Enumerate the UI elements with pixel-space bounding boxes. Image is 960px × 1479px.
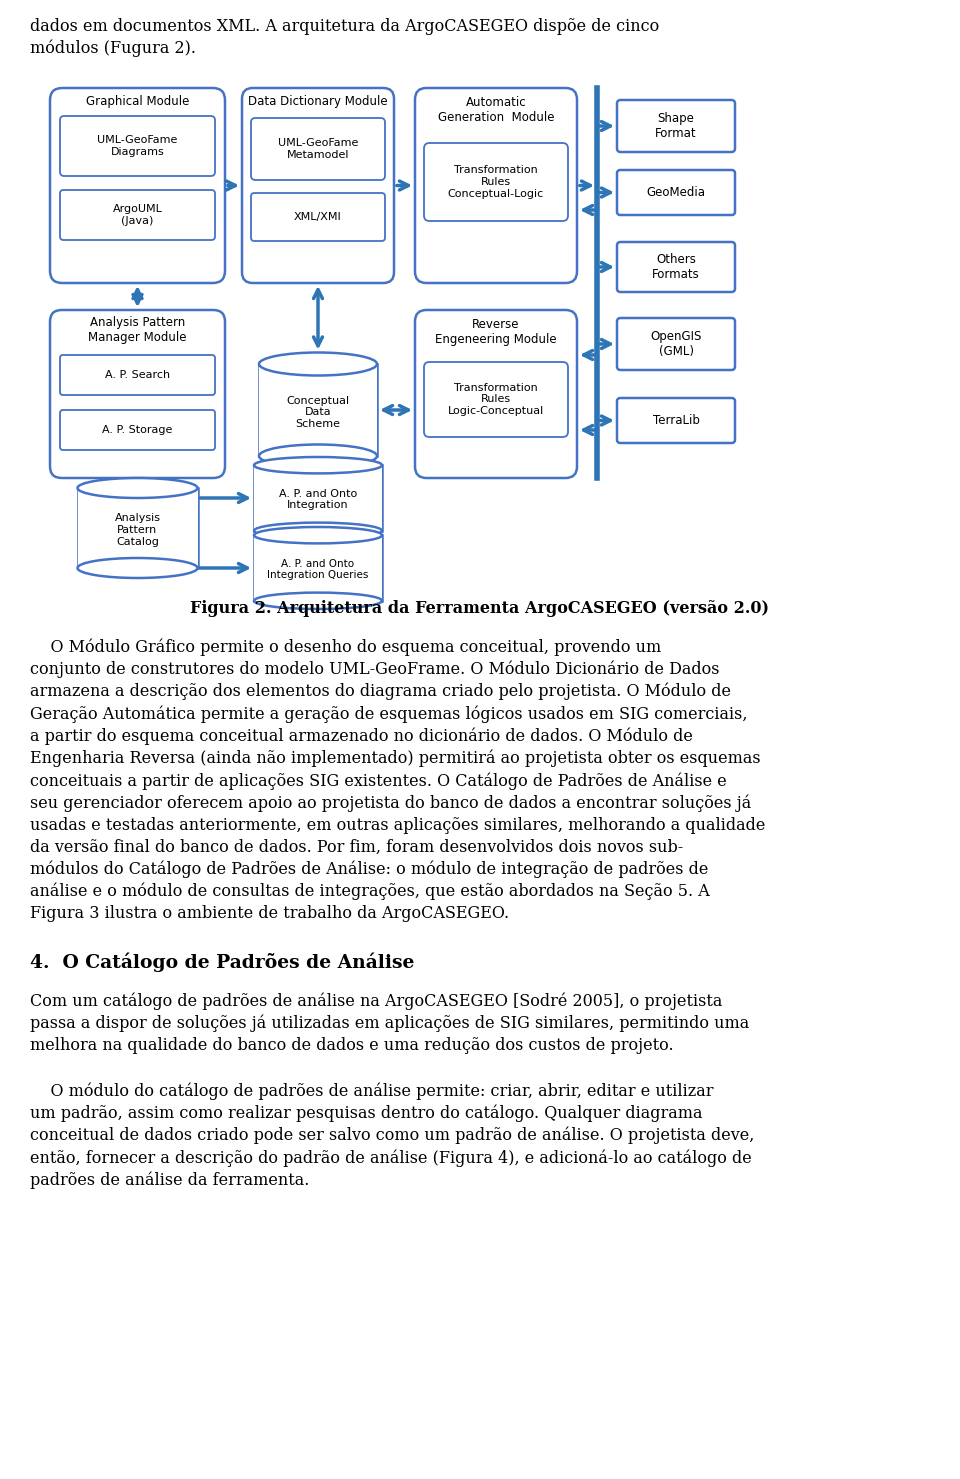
Text: Reverse
Engeneering Module: Reverse Engeneering Module [435,318,557,346]
Text: Transformation
Rules
Logic-Conceptual: Transformation Rules Logic-Conceptual [448,383,544,416]
Bar [254,466,382,531]
FancyBboxPatch shape [251,118,385,180]
Ellipse shape [254,457,382,473]
Ellipse shape [254,527,382,543]
Text: dados em documentos XML. A arquitetura da ArgoCASEGEO dispõe de cinco
módulos (F: dados em documentos XML. A arquitetura d… [30,18,660,58]
Text: A. P. and Onto
Integration: A. P. and Onto Integration [278,490,357,510]
FancyBboxPatch shape [617,101,735,152]
Text: O módulo do catálogo de padrões de análise permite: criar, abrir, editar e utili: O módulo do catálogo de padrões de análi… [30,1083,755,1189]
FancyBboxPatch shape [424,362,568,436]
Text: Shape
Format: Shape Format [655,112,697,141]
Text: Data Dictionary Module: Data Dictionary Module [249,96,388,108]
Text: XML/XMI: XML/XMI [294,211,342,222]
FancyBboxPatch shape [617,318,735,370]
Text: OpenGIS
(GML): OpenGIS (GML) [650,330,702,358]
Ellipse shape [259,445,377,467]
FancyBboxPatch shape [242,87,394,282]
Ellipse shape [259,352,377,376]
Text: Com um catálogo de padrões de análise na ArgoCASEGEO [Sodré 2005], o projetista
: Com um catálogo de padrões de análise na… [30,992,749,1053]
Ellipse shape [254,593,382,609]
FancyBboxPatch shape [617,243,735,291]
Text: A. P. Search: A. P. Search [105,370,170,380]
FancyBboxPatch shape [251,192,385,241]
FancyBboxPatch shape [424,143,568,220]
Text: GeoMedia: GeoMedia [646,186,706,200]
Text: Conceptual
Data
Scheme: Conceptual Data Scheme [286,396,349,429]
Text: 4.  O Catálogo de Padrões de Análise: 4. O Catálogo de Padrões de Análise [30,952,415,972]
Ellipse shape [78,478,198,498]
FancyBboxPatch shape [617,398,735,444]
Ellipse shape [78,558,198,578]
Text: A. P. Storage: A. P. Storage [103,424,173,435]
FancyBboxPatch shape [415,87,577,282]
Bar [259,364,377,456]
Text: Analysis
Pattern
Catalog: Analysis Pattern Catalog [114,513,160,547]
Bar [78,488,198,568]
FancyBboxPatch shape [60,189,215,240]
Text: ArgoUML
(Java): ArgoUML (Java) [112,204,162,226]
FancyBboxPatch shape [60,410,215,450]
FancyBboxPatch shape [415,311,577,478]
Text: UML-GeoFame
Metamodel: UML-GeoFame Metamodel [277,138,358,160]
Text: TerraLib: TerraLib [653,414,700,427]
FancyBboxPatch shape [617,170,735,214]
Bar [254,535,382,600]
Text: Figura 2. Arquitetura da Ferramenta ArgoCASEGEO (versão 2.0): Figura 2. Arquitetura da Ferramenta Argo… [190,600,770,617]
FancyBboxPatch shape [50,87,225,282]
Text: Others
Formats: Others Formats [652,253,700,281]
Text: Automatic
Generation  Module: Automatic Generation Module [438,96,554,124]
Text: Transformation
Rules
Conceptual-Logic: Transformation Rules Conceptual-Logic [448,166,544,198]
FancyBboxPatch shape [60,355,215,395]
Text: A. P. and Onto
Integration Queries: A. P. and Onto Integration Queries [267,559,369,580]
Text: O Módulo Gráfico permite o desenho do esquema conceitual, provendo um
conjunto d: O Módulo Gráfico permite o desenho do es… [30,637,765,921]
Text: Analysis Pattern
Manager Module: Analysis Pattern Manager Module [88,317,187,345]
Text: UML-GeoFame
Diagrams: UML-GeoFame Diagrams [97,135,178,157]
FancyBboxPatch shape [50,311,225,478]
Text: Graphical Module: Graphical Module [85,96,189,108]
FancyBboxPatch shape [60,115,215,176]
Ellipse shape [254,522,382,538]
